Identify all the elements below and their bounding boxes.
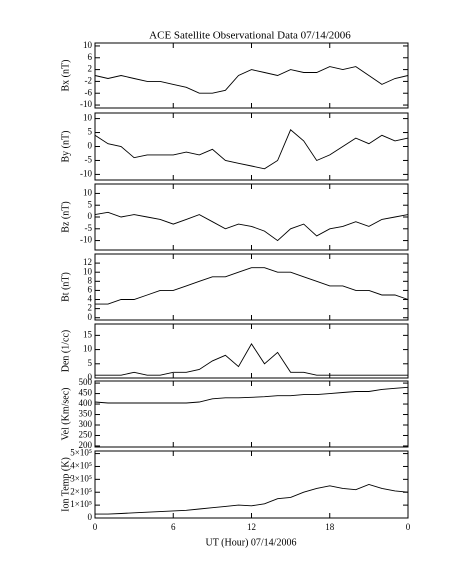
data-line bbox=[95, 484, 409, 515]
x-tick-label: 6 bbox=[171, 522, 176, 532]
y-tick-label: 5 bbox=[88, 127, 93, 137]
y-tick-label: 0 bbox=[88, 512, 93, 522]
y-axis-label: Bx (nT) bbox=[60, 60, 71, 92]
x-tick-label: 18 bbox=[325, 522, 335, 532]
y-tick-label: 6 bbox=[88, 52, 93, 62]
y-tick-label: 250 bbox=[79, 430, 93, 440]
x-tick-label: 0 bbox=[93, 522, 98, 532]
data-line bbox=[94, 66, 409, 94]
y-tick-label: 10 bbox=[83, 266, 93, 276]
y-tick-label: 15 bbox=[83, 329, 93, 339]
y-axis-label: Vel (Km/sec) bbox=[60, 387, 71, 440]
y-tick-label: 12 bbox=[83, 257, 92, 267]
y-tick-label: 1×10⁵ bbox=[70, 499, 92, 509]
y-tick-label: -6 bbox=[85, 87, 93, 97]
y-tick-label: 10 bbox=[83, 113, 93, 123]
y-tick-label: 500 bbox=[79, 377, 93, 387]
y-tick-label: 300 bbox=[79, 419, 93, 429]
y-axis-label: Den (1/cc) bbox=[60, 330, 71, 372]
x-tick-label: 0 bbox=[406, 522, 411, 532]
y-tick-label: 2×10⁵ bbox=[70, 486, 92, 496]
y-tick-label: -5 bbox=[85, 155, 93, 165]
data-line bbox=[94, 386, 409, 404]
y-tick-label: -5 bbox=[85, 223, 93, 233]
chart-title: ACE Satellite Observational Data 07/14/2… bbox=[149, 30, 351, 42]
y-tick-label: -10 bbox=[80, 235, 92, 245]
y-tick-label: 400 bbox=[79, 398, 93, 408]
y-tick-label: 4 bbox=[88, 294, 93, 304]
data-line bbox=[95, 343, 408, 376]
y-tick-label: 10 bbox=[83, 187, 93, 197]
y-tick-label: 200 bbox=[79, 440, 93, 450]
y-tick-label: 5 bbox=[88, 199, 93, 209]
y-tick-label: 0 bbox=[88, 312, 93, 322]
y-tick-label: -10 bbox=[80, 99, 92, 109]
y-tick-label: 5×10⁵ bbox=[70, 448, 92, 458]
y-axis-label: Ion Temp (K) bbox=[60, 457, 71, 512]
y-tick-label: 10 bbox=[83, 344, 93, 354]
y-tick-label: 0 bbox=[88, 372, 93, 382]
y-tick-label: 350 bbox=[79, 409, 93, 419]
data-line bbox=[95, 267, 409, 305]
y-tick-label: 5 bbox=[88, 358, 93, 368]
y-tick-label: 4×10⁵ bbox=[70, 461, 92, 471]
y-tick-label: 6 bbox=[88, 284, 93, 294]
data-line bbox=[94, 129, 409, 170]
y-tick-label: 10 bbox=[83, 40, 93, 50]
y-tick-label: 2 bbox=[88, 64, 93, 74]
x-axis-label: UT (Hour) 07/14/2006 bbox=[206, 537, 297, 548]
y-axis-label: By (nT) bbox=[60, 131, 71, 163]
y-tick-label: -10 bbox=[80, 168, 92, 178]
x-tick-label: 12 bbox=[247, 522, 256, 532]
y-tick-label: -2 bbox=[85, 75, 93, 85]
data-line bbox=[94, 211, 409, 242]
y-axis-label: Bt (nT) bbox=[60, 272, 71, 302]
y-tick-label: 450 bbox=[79, 388, 93, 398]
y-tick-label: 0 bbox=[88, 211, 93, 221]
y-axis-label: Bz (nT) bbox=[60, 201, 71, 232]
y-tick-label: 3×10⁵ bbox=[70, 473, 92, 483]
y-tick-label: 0 bbox=[88, 141, 93, 151]
y-tick-label: 2 bbox=[88, 303, 93, 313]
y-tick-label: 8 bbox=[88, 275, 93, 285]
